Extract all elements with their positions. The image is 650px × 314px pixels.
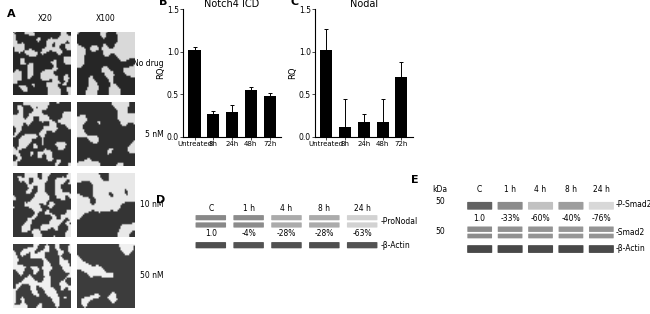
FancyBboxPatch shape: [271, 215, 302, 220]
FancyBboxPatch shape: [196, 222, 226, 228]
Text: -40%: -40%: [561, 214, 580, 223]
Text: 4 h: 4 h: [280, 203, 292, 213]
Text: 50: 50: [435, 197, 445, 206]
Bar: [320, 50, 332, 137]
Text: -76%: -76%: [592, 214, 611, 223]
FancyBboxPatch shape: [528, 226, 553, 232]
Text: 1 h: 1 h: [242, 203, 255, 213]
FancyBboxPatch shape: [558, 202, 584, 210]
Text: 8 h: 8 h: [565, 185, 577, 194]
Bar: [263, 96, 276, 137]
FancyBboxPatch shape: [498, 226, 523, 232]
Bar: [226, 112, 238, 137]
FancyBboxPatch shape: [309, 242, 339, 248]
Text: 8 h: 8 h: [318, 203, 330, 213]
Text: -β-Actin: -β-Actin: [380, 241, 410, 250]
Text: 1 h: 1 h: [504, 185, 516, 194]
FancyBboxPatch shape: [467, 234, 492, 238]
Text: -63%: -63%: [352, 229, 372, 238]
Text: 24 h: 24 h: [354, 203, 370, 213]
FancyBboxPatch shape: [233, 242, 264, 248]
Title: Notch4 ICD: Notch4 ICD: [205, 0, 260, 9]
Text: -ProNodal: -ProNodal: [380, 217, 418, 226]
Text: -β-Actin: -β-Actin: [616, 245, 645, 253]
FancyBboxPatch shape: [498, 245, 523, 253]
Text: D: D: [156, 195, 165, 205]
Text: C: C: [208, 203, 213, 213]
Bar: [395, 77, 408, 137]
Title: Nodal: Nodal: [350, 0, 378, 9]
Text: 50: 50: [435, 227, 445, 236]
Text: -4%: -4%: [241, 229, 256, 238]
FancyBboxPatch shape: [347, 242, 378, 248]
FancyBboxPatch shape: [498, 234, 523, 238]
Y-axis label: RQ: RQ: [289, 67, 297, 79]
FancyBboxPatch shape: [233, 215, 264, 220]
Text: B: B: [159, 0, 167, 7]
Text: C: C: [477, 185, 482, 194]
Text: 5 nM: 5 nM: [145, 130, 164, 138]
Text: -60%: -60%: [530, 214, 551, 223]
Text: kDa: kDa: [432, 185, 447, 194]
Bar: [245, 90, 257, 137]
Bar: [358, 122, 370, 137]
Text: -28%: -28%: [277, 229, 296, 238]
Text: 1.0: 1.0: [474, 214, 486, 223]
FancyBboxPatch shape: [271, 222, 302, 228]
Bar: [207, 114, 220, 137]
Y-axis label: RQ: RQ: [157, 67, 166, 79]
Text: 10 nM: 10 nM: [140, 200, 164, 209]
Bar: [376, 122, 389, 137]
FancyBboxPatch shape: [347, 215, 378, 220]
Text: C: C: [291, 0, 299, 7]
Text: X100: X100: [96, 14, 116, 23]
FancyBboxPatch shape: [196, 242, 226, 248]
Text: 24 h: 24 h: [593, 185, 610, 194]
FancyBboxPatch shape: [589, 226, 614, 232]
Text: No drug: No drug: [133, 59, 164, 68]
Text: X20: X20: [38, 14, 53, 23]
Bar: [339, 127, 351, 137]
Text: -Smad2: -Smad2: [616, 228, 645, 237]
FancyBboxPatch shape: [309, 222, 339, 228]
FancyBboxPatch shape: [347, 222, 378, 228]
FancyBboxPatch shape: [589, 234, 614, 238]
FancyBboxPatch shape: [558, 226, 583, 232]
FancyBboxPatch shape: [528, 202, 553, 210]
Text: 4 h: 4 h: [534, 185, 547, 194]
FancyBboxPatch shape: [498, 202, 523, 210]
FancyBboxPatch shape: [309, 215, 339, 220]
Text: -P-Smad2: -P-Smad2: [616, 200, 650, 209]
FancyBboxPatch shape: [558, 234, 583, 238]
FancyBboxPatch shape: [528, 245, 553, 253]
FancyBboxPatch shape: [589, 245, 614, 253]
FancyBboxPatch shape: [467, 202, 492, 210]
FancyBboxPatch shape: [233, 222, 264, 228]
FancyBboxPatch shape: [467, 245, 492, 253]
FancyBboxPatch shape: [528, 234, 553, 238]
Bar: [188, 50, 201, 137]
FancyBboxPatch shape: [271, 242, 302, 248]
Text: -28%: -28%: [315, 229, 334, 238]
FancyBboxPatch shape: [467, 226, 492, 232]
Text: 1.0: 1.0: [205, 229, 217, 238]
Text: -33%: -33%: [500, 214, 520, 223]
FancyBboxPatch shape: [558, 245, 584, 253]
FancyBboxPatch shape: [589, 202, 614, 210]
FancyBboxPatch shape: [196, 215, 226, 220]
Text: A: A: [6, 9, 15, 19]
Text: E: E: [411, 175, 419, 185]
Text: 50 nM: 50 nM: [140, 271, 164, 280]
